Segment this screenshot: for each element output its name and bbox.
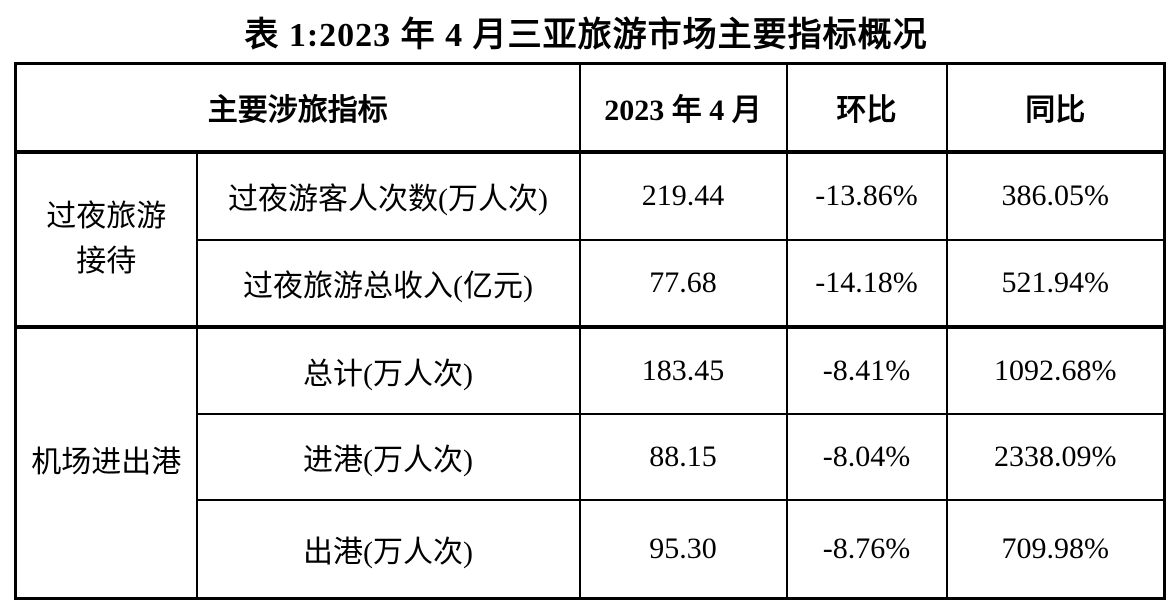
- table-row-overnight-visitors: 过夜旅游 接待 过夜游客人次数(万人次) 219.44 -13.86% 386.…: [14, 150, 1166, 329]
- indicators-table: 主要涉旅指标 2023 年 4 月 环比 同比 过夜旅游 接待 过夜游客人次数(…: [14, 62, 1166, 600]
- indicator-cell: 总计(万人次): [195, 325, 581, 415]
- value-cell: 77.68: [578, 238, 788, 329]
- mom-cell: -14.18%: [785, 238, 948, 329]
- col-header-period: 2023 年 4 月: [578, 62, 788, 154]
- indicator-cell: 过夜游客人次数(万人次): [195, 150, 581, 241]
- indicator-cell: 过夜旅游总收入(亿元): [195, 238, 581, 329]
- yoy-cell: 521.94%: [945, 238, 1166, 329]
- mom-cell: -8.41%: [785, 325, 948, 415]
- col-header-indicator: 主要涉旅指标: [14, 62, 581, 154]
- table-row-airport-total: 机场进出港 总计(万人次) 183.45 -8.41% 1092.68%: [14, 325, 1166, 600]
- yoy-cell: 386.05%: [945, 150, 1166, 241]
- table-row-airport-arrivals: 进港(万人次) 88.15 -8.04% 2338.09%: [16, 412, 1166, 501]
- indicator-cell: 出港(万人次): [195, 498, 581, 600]
- group-label-line: 接待: [76, 245, 137, 278]
- group-label-line: 过夜旅游: [46, 200, 167, 233]
- value-cell: 183.45: [578, 325, 788, 415]
- indicator-cell: 进港(万人次): [195, 412, 581, 501]
- group-cell-overnight-tourism: 过夜旅游 接待: [14, 150, 198, 329]
- yoy-cell: 1092.68%: [945, 325, 1166, 415]
- header-row: 主要涉旅指标 2023 年 4 月 环比 同比: [14, 62, 1166, 154]
- yoy-cell: 2338.09%: [945, 412, 1166, 501]
- value-cell: 219.44: [578, 150, 788, 241]
- value-cell: 95.30: [578, 498, 788, 600]
- yoy-cell: 709.98%: [945, 498, 1166, 600]
- table-row-overnight-revenue: 过夜旅游总收入(亿元) 77.68 -14.18% 521.94%: [16, 238, 1166, 329]
- group-label-line: 机场进出港: [31, 446, 182, 480]
- mom-cell: -8.76%: [785, 498, 948, 600]
- col-header-mom: 环比: [785, 62, 948, 154]
- mom-cell: -8.04%: [785, 412, 948, 501]
- mom-cell: -13.86%: [785, 150, 948, 241]
- value-cell: 88.15: [578, 412, 788, 501]
- group-cell-airport: 机场进出港: [14, 325, 198, 600]
- col-header-yoy: 同比: [945, 62, 1166, 154]
- table-row-airport-departures: 出港(万人次) 95.30 -8.76% 709.98%: [16, 498, 1166, 600]
- table-title: 表 1:2023 年 4 月三亚旅游市场主要指标概况: [244, 16, 928, 54]
